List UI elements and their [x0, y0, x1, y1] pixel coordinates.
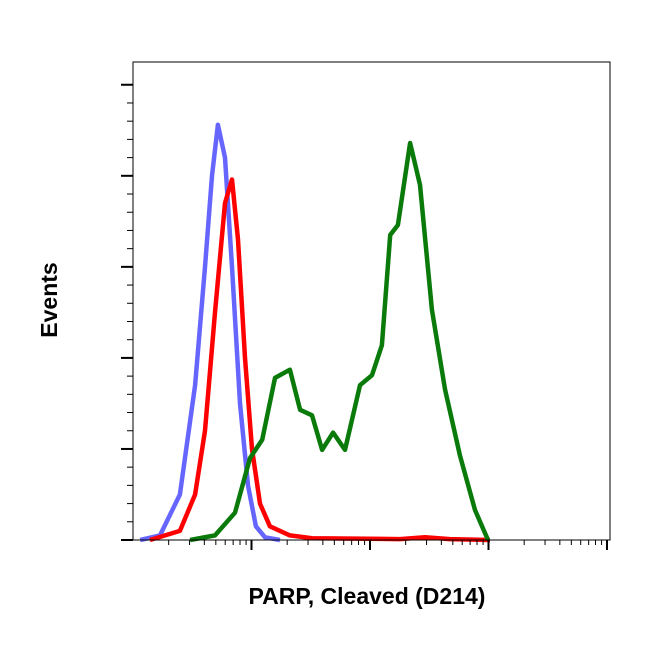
- histogram-line: [139, 122, 281, 543]
- plot-frame: [132, 61, 611, 541]
- x-axis-label: PARP, Cleaved (D214): [249, 583, 486, 609]
- y-axis-label: Events: [36, 262, 62, 337]
- histogram-line: [189, 140, 491, 543]
- histogram-line: [149, 177, 491, 543]
